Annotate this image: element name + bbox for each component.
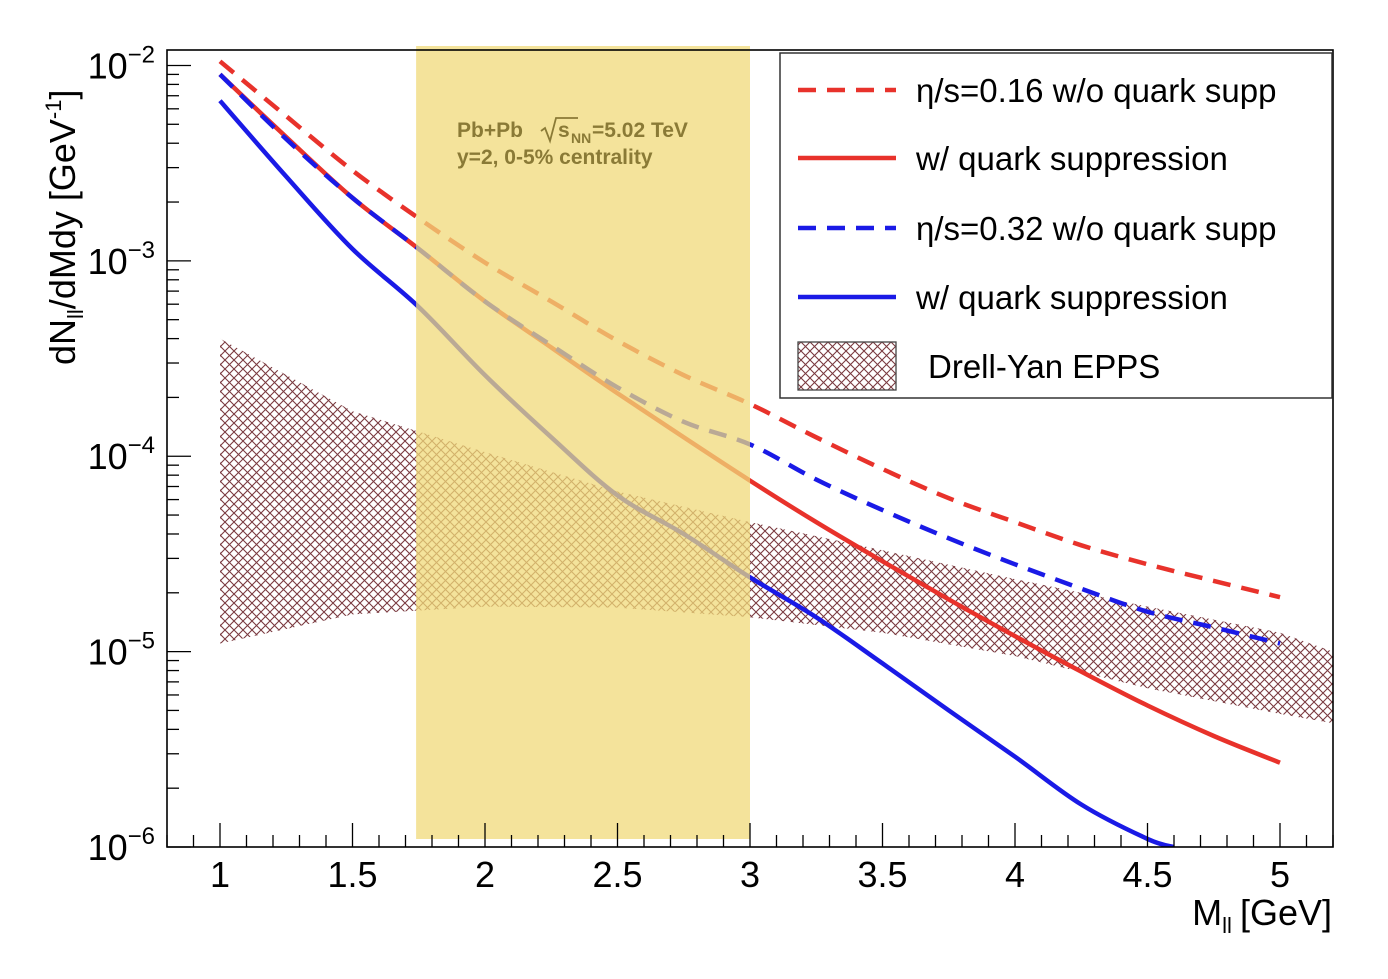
x-tick-label: 4 — [1005, 854, 1025, 895]
x-tick-label: 4.5 — [1122, 854, 1172, 895]
annotation-sub-nn: NN — [571, 130, 591, 146]
legend-label: Drell-Yan EPPS — [928, 348, 1160, 385]
legend: η/s=0.16 w/o quark supp w/ quark suppress… — [779, 52, 1333, 399]
x-tick-label: 3.5 — [857, 854, 907, 895]
legend-label: w/ quark suppression — [915, 279, 1228, 316]
legend-label: η/s=0.32 w/o quark supp — [916, 210, 1277, 247]
series-eta016-no-supp-line — [218, 59, 1281, 600]
y-tick-label: 10−4 — [88, 432, 155, 477]
annotation-sqrt-s: s — [558, 119, 570, 142]
annotation-line2: y=2, 0-5% centrality — [457, 146, 653, 169]
x-tick-label: 2.5 — [592, 854, 642, 895]
legend-hatch-swatch — [797, 341, 897, 391]
y-axis-label: dNll/dMdy [GeV-1] — [41, 90, 88, 365]
x-tick-label: 2 — [475, 854, 495, 895]
x-tick-label: 3 — [740, 854, 760, 895]
x-axis-label: Mll [GeV] — [1192, 892, 1332, 938]
y-tick-label: 10−2 — [88, 41, 155, 86]
legend-box — [779, 52, 1333, 399]
y-tick-label: 10−3 — [88, 237, 155, 282]
drell-yan-band — [220, 338, 1333, 724]
x-tick-label: 5 — [1270, 854, 1290, 895]
legend-label: η/s=0.16 w/o quark supp — [916, 72, 1277, 109]
y-tick-label: 10−5 — [88, 628, 155, 673]
annotation-sqrt-sign — [540, 117, 578, 144]
y-tick-label: 10−6 — [88, 823, 155, 868]
x-tick-label: 1.5 — [327, 854, 377, 895]
annotation-line1-b: =5.02 TeV — [592, 119, 688, 142]
annotation-line1-a: Pb+Pb — [457, 119, 523, 142]
x-tick-label: 1 — [210, 854, 230, 895]
legend-label: w/ quark suppression — [915, 140, 1228, 177]
highlight-band — [416, 46, 750, 839]
